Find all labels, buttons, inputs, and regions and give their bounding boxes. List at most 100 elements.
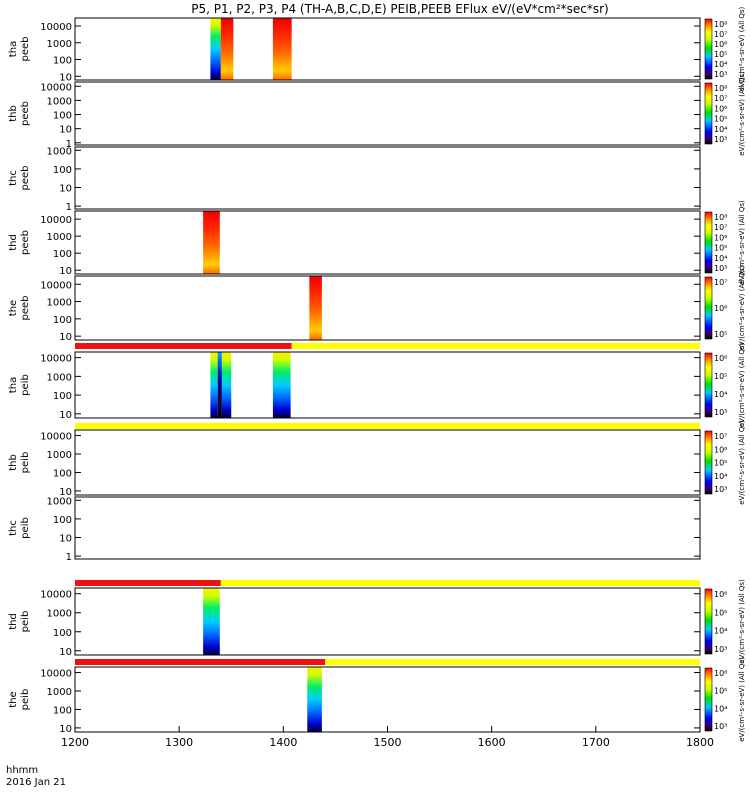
colorbar-label: eV/(cm²-s-sr-eV) (All Qs) [738, 420, 746, 505]
y-tick-label: 1000 [47, 232, 72, 243]
panel-frame [74, 429, 701, 496]
colorbar-tick-label: 10⁴ [714, 704, 727, 713]
y-tick-label: 10 [59, 184, 72, 195]
colorbar [704, 588, 713, 655]
y-tick-label: 100 [53, 56, 72, 67]
spectrogram-block [210, 18, 221, 80]
y-tick-label: 1000 [47, 146, 72, 157]
spectrogram-block [221, 352, 232, 418]
colorbar-tick-label: 10⁸ [714, 213, 727, 222]
panel-frame [74, 587, 701, 656]
colorbar-tick-label: 10⁵ [714, 115, 727, 124]
colorbar-tick-label: 10⁵ [714, 687, 727, 696]
colorbar-tick-label: 10⁶ [714, 445, 727, 454]
colorbar-tick-label: 10⁴ [714, 254, 727, 263]
colorbar-tick-label: 10³ [714, 264, 727, 273]
colorbar-tick-label: 10⁶ [714, 304, 727, 313]
state-bar-red [75, 580, 221, 586]
y-tick-label: 100 [53, 515, 72, 526]
colorbar-tick-label: 10⁶ [714, 40, 727, 49]
x-tick-label: 1200 [61, 736, 89, 749]
y-tick-label: 100 [53, 111, 72, 122]
y-tick-label: 10 [59, 266, 72, 277]
spectrogram-block [272, 352, 291, 418]
spectrogram-block [203, 211, 220, 274]
figure-title: P5, P1, P2, P3, P4 (TH-A,B,C,D,E) PEIB,P… [191, 2, 608, 16]
y-tick-label: 1000 [47, 450, 72, 461]
panel-label-probe: tha [8, 41, 19, 57]
y-tick-label: 1000 [47, 609, 72, 620]
colorbar-label: eV/(cm²-s-sr-eV) (All Qs) [738, 200, 746, 285]
panel-label-probe: thb [8, 454, 19, 471]
y-tick-label: 1000 [47, 39, 72, 50]
y-tick-label: 1000 [47, 687, 72, 698]
colorbar-tick-label: 10³ [714, 135, 727, 144]
panel-label-probe: the [8, 691, 19, 707]
panel-label-probe: tha [8, 377, 19, 393]
y-tick-label: 1000 [47, 372, 72, 383]
state-bar-yellow [220, 580, 701, 586]
colorbar [704, 352, 713, 418]
x-axis: 1200 1300 1400 1500 1600 1700 1800 [61, 726, 714, 749]
y-tick-label: 10 [59, 332, 72, 343]
panel-label-probe: thd [8, 234, 19, 251]
x-tick-label: 1600 [478, 736, 506, 749]
x-tick-label: 1300 [165, 736, 193, 749]
x-tick-label: 1700 [582, 736, 610, 749]
y-tick-label: 10 [59, 410, 72, 421]
colorbar-tick-label: 10⁷ [714, 30, 727, 39]
state-bar-red [75, 659, 325, 665]
colorbar-tick-label: 10⁴ [714, 60, 727, 69]
panel-the-peib: 10000 1000 100 10 the peib 10⁶ 10⁵ 10⁴ 10³ eV/(cm²… [8, 657, 746, 742]
colorbar-tick-label: 10⁶ [714, 354, 727, 363]
colorbar-tick-label: 10⁵ [714, 372, 727, 381]
panel-thc-peeb: 1000 100 10 1 thc peeb [8, 146, 701, 213]
footer-units: hhmm [6, 765, 38, 776]
panel-label-product: peib [20, 611, 31, 633]
colorbar-tick-label: 10⁵ [714, 330, 727, 339]
panel-label-product: peib [20, 452, 31, 474]
panel-label-probe: thb [8, 105, 19, 122]
x-tick-label: 1400 [269, 736, 297, 749]
y-tick-label: 10 [59, 487, 72, 498]
spectrogram-block [210, 352, 218, 418]
y-tick-label: 10 [59, 534, 72, 545]
y-tick-label: 1000 [47, 96, 72, 107]
panel-label-product: peeb [20, 166, 31, 191]
y-tick-label: 10000 [40, 432, 72, 443]
colorbar-tick-label: 10⁵ [714, 50, 727, 59]
y-tick-label: 1000 [47, 496, 72, 507]
colorbar-tick-label: 10⁴ [714, 472, 727, 481]
colorbar-label: eV/(cm²-s-sr-eV) (All Qs) [738, 579, 746, 664]
colorbar-tick-label: 10⁷ [714, 94, 727, 103]
panel-frame [74, 210, 701, 275]
x-tick-label: 1800 [686, 736, 714, 749]
colorbar-tick-label: 10⁵ [714, 608, 727, 617]
panel-label-product: peeb [20, 296, 31, 321]
y-tick-label: 10000 [40, 669, 72, 680]
colorbar-tick-label: 10³ [714, 722, 727, 731]
spectrogram-block [203, 588, 220, 655]
y-tick-label: 1 [66, 552, 72, 563]
colorbar-tick-label: 10⁸ [714, 20, 727, 29]
colorbar-tick-label: 10⁵ [714, 244, 727, 253]
y-tick-label: 10 [59, 125, 72, 136]
colorbar-tick-label: 10⁶ [714, 233, 727, 242]
y-tick-label: 10000 [40, 22, 72, 33]
y-tick-label: 10 [59, 647, 72, 658]
colorbar-label: eV/(cm²-s-sr-eV) (All Qs) [738, 657, 746, 742]
colorbar [704, 430, 713, 495]
state-bar-yellow [75, 423, 700, 429]
colorbar [704, 82, 713, 145]
y-tick-label: 1000 [47, 298, 72, 309]
panel-label-product: peib [20, 689, 31, 711]
y-tick-label: 100 [53, 628, 72, 639]
colorbar-tick-label: 10⁷ [714, 223, 727, 232]
colorbar-label: eV/(cm²-s-sr-eV) (All Qs) [738, 265, 746, 350]
panel-thd-peib: 10000 1000 100 10 thd peib 10⁶ 10⁵ 10⁴ 10³ eV/(cm²… [8, 579, 746, 664]
panel-frame [74, 496, 701, 560]
